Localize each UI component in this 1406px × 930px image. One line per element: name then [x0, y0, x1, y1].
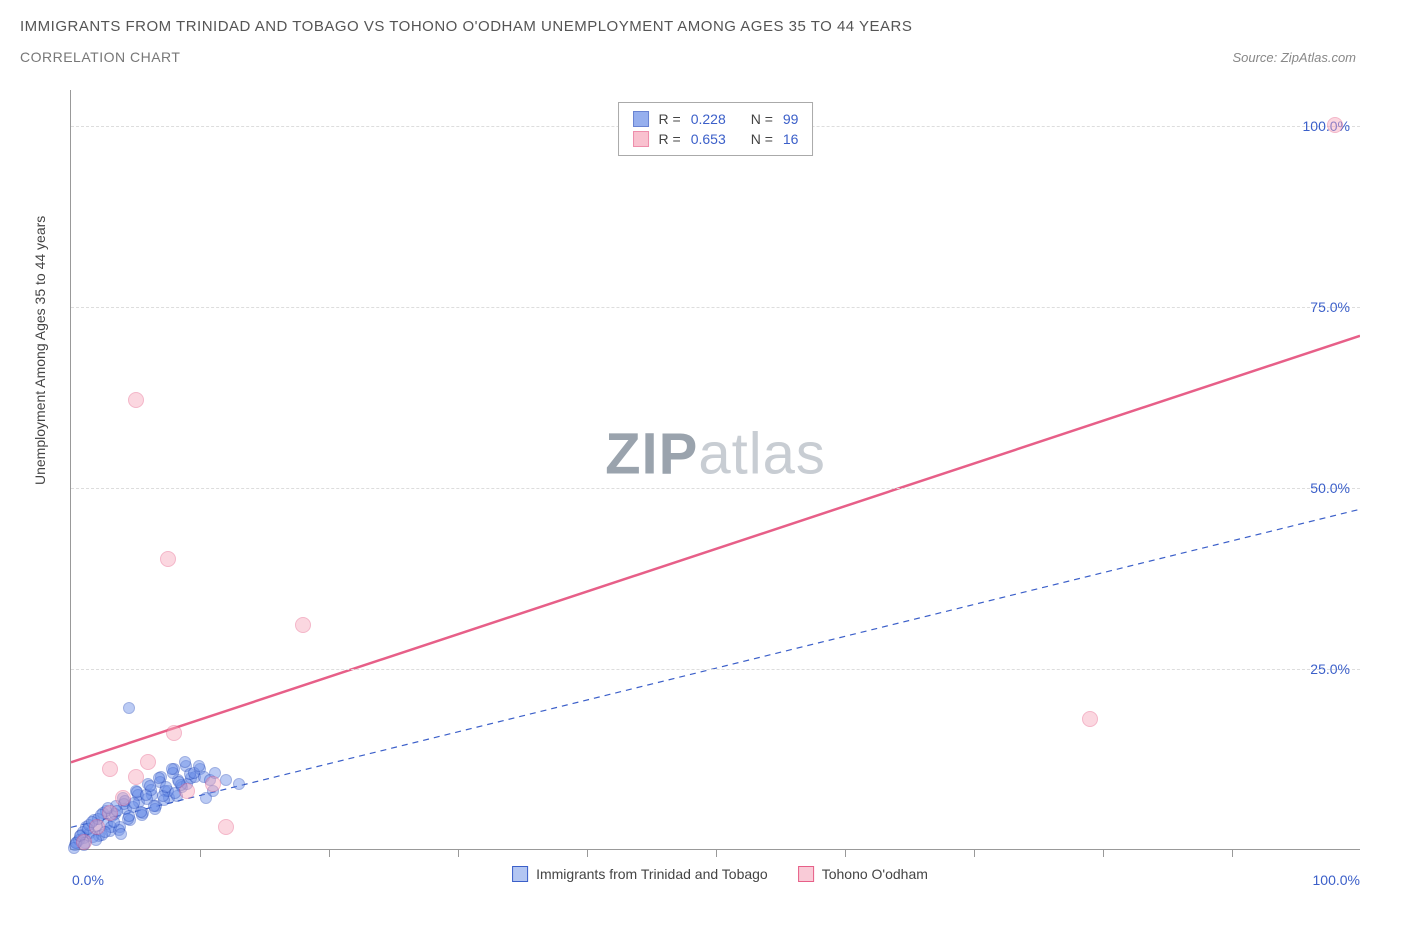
data-point: [1327, 117, 1343, 133]
legend-item: Tohono O'odham: [798, 866, 928, 882]
page-title: IMMIGRANTS FROM TRINIDAD AND TOBAGO VS T…: [20, 18, 1386, 35]
legend-swatch: [633, 111, 649, 127]
stat-r-value: 0.653: [691, 131, 741, 147]
data-point: [160, 551, 176, 567]
legend-series: Immigrants from Trinidad and Tobago Tohon…: [512, 866, 928, 882]
x-tick: [200, 849, 201, 857]
stat-r-label: R =: [659, 131, 681, 147]
stat-n-label: N =: [751, 111, 773, 127]
legend-stats: R = 0.228 N = 99 R = 0.653 N = 16: [618, 102, 814, 156]
plot-area: ZIPatlas R = 0.228 N = 99 R = 0.653 N = …: [70, 90, 1360, 850]
data-point: [123, 702, 135, 714]
legend-item: Immigrants from Trinidad and Tobago: [512, 866, 768, 882]
data-point: [140, 754, 156, 770]
x-tick: [1103, 849, 1104, 857]
data-point: [1082, 711, 1098, 727]
subtitle: CORRELATION CHART: [20, 49, 180, 65]
regression-lines: [71, 90, 1360, 849]
data-point: [220, 774, 232, 786]
x-tick: [329, 849, 330, 857]
data-point: [148, 800, 160, 812]
stat-r-label: R =: [659, 111, 681, 127]
legend-swatch: [798, 866, 814, 882]
legend-swatch: [633, 131, 649, 147]
data-point: [179, 756, 191, 768]
x-tick: [1232, 849, 1233, 857]
y-axis-label: Unemployment Among Ages 35 to 44 years: [32, 216, 48, 485]
legend-swatch: [512, 866, 528, 882]
legend-stat-row: R = 0.228 N = 99: [633, 109, 799, 129]
data-point: [166, 725, 182, 741]
y-tick-label: 50.0%: [1310, 480, 1350, 496]
x-tick: [716, 849, 717, 857]
watermark: ZIPatlas: [605, 421, 826, 488]
data-point: [115, 828, 127, 840]
data-point: [218, 819, 234, 835]
data-point: [135, 806, 147, 818]
data-point: [89, 819, 105, 835]
legend-stat-row: R = 0.653 N = 16: [633, 129, 799, 149]
data-point: [115, 790, 131, 806]
y-tick-label: 25.0%: [1310, 661, 1350, 677]
grid-line-h: [71, 307, 1360, 308]
x-tick: [458, 849, 459, 857]
data-point: [76, 834, 92, 850]
stat-r-value: 0.228: [691, 111, 741, 127]
data-point: [128, 392, 144, 408]
data-point: [102, 805, 118, 821]
data-point: [179, 783, 195, 799]
data-point: [200, 792, 212, 804]
x-tick: [974, 849, 975, 857]
data-point: [166, 763, 178, 775]
x-tick: [587, 849, 588, 857]
source-label: Source: ZipAtlas.com: [1232, 50, 1356, 65]
legend-label: Tohono O'odham: [822, 866, 928, 882]
x-tick: [845, 849, 846, 857]
legend-label: Immigrants from Trinidad and Tobago: [536, 866, 768, 882]
data-point: [128, 769, 144, 785]
data-point: [123, 810, 135, 822]
data-point: [102, 761, 118, 777]
x-origin-label: 0.0%: [72, 872, 104, 888]
stat-n-value: 16: [783, 131, 799, 147]
regression-line: [71, 336, 1360, 762]
chart-container: Unemployment Among Ages 35 to 44 years Z…: [50, 80, 1390, 890]
grid-line-h: [71, 488, 1360, 489]
data-point: [205, 776, 221, 792]
data-point: [233, 778, 245, 790]
data-point: [295, 617, 311, 633]
x-max-label: 100.0%: [1313, 872, 1360, 888]
stat-n-label: N =: [751, 131, 773, 147]
stat-n-value: 99: [783, 111, 799, 127]
header: IMMIGRANTS FROM TRINIDAD AND TOBAGO VS T…: [0, 0, 1406, 65]
y-tick-label: 75.0%: [1310, 299, 1350, 315]
subtitle-row: CORRELATION CHART Source: ZipAtlas.com: [20, 49, 1386, 65]
grid-line-h: [71, 669, 1360, 670]
